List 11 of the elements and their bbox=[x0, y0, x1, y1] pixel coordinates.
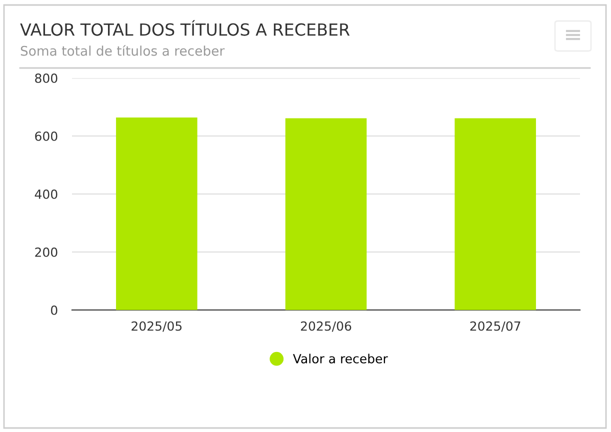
x-tick-label: 2025/06 bbox=[300, 321, 352, 332]
chart-title: VALOR TOTAL DOS TÍTULOS A RECEBER bbox=[20, 20, 350, 36]
y-tick-label: 200 bbox=[35, 247, 58, 257]
chart-subtitle: Soma total de títulos a receber bbox=[20, 45, 225, 56]
y-tick-label: 600 bbox=[35, 131, 58, 141]
legend-label: Valor a receber bbox=[292, 354, 388, 364]
x-tick-label: 2025/05 bbox=[132, 321, 182, 332]
y-tick-label: 800 bbox=[35, 73, 58, 83]
y-tick-label: 400 bbox=[34, 189, 58, 199]
x-tick-label: 2025/07 bbox=[470, 321, 520, 332]
y-tick-label: 0 bbox=[50, 305, 58, 315]
